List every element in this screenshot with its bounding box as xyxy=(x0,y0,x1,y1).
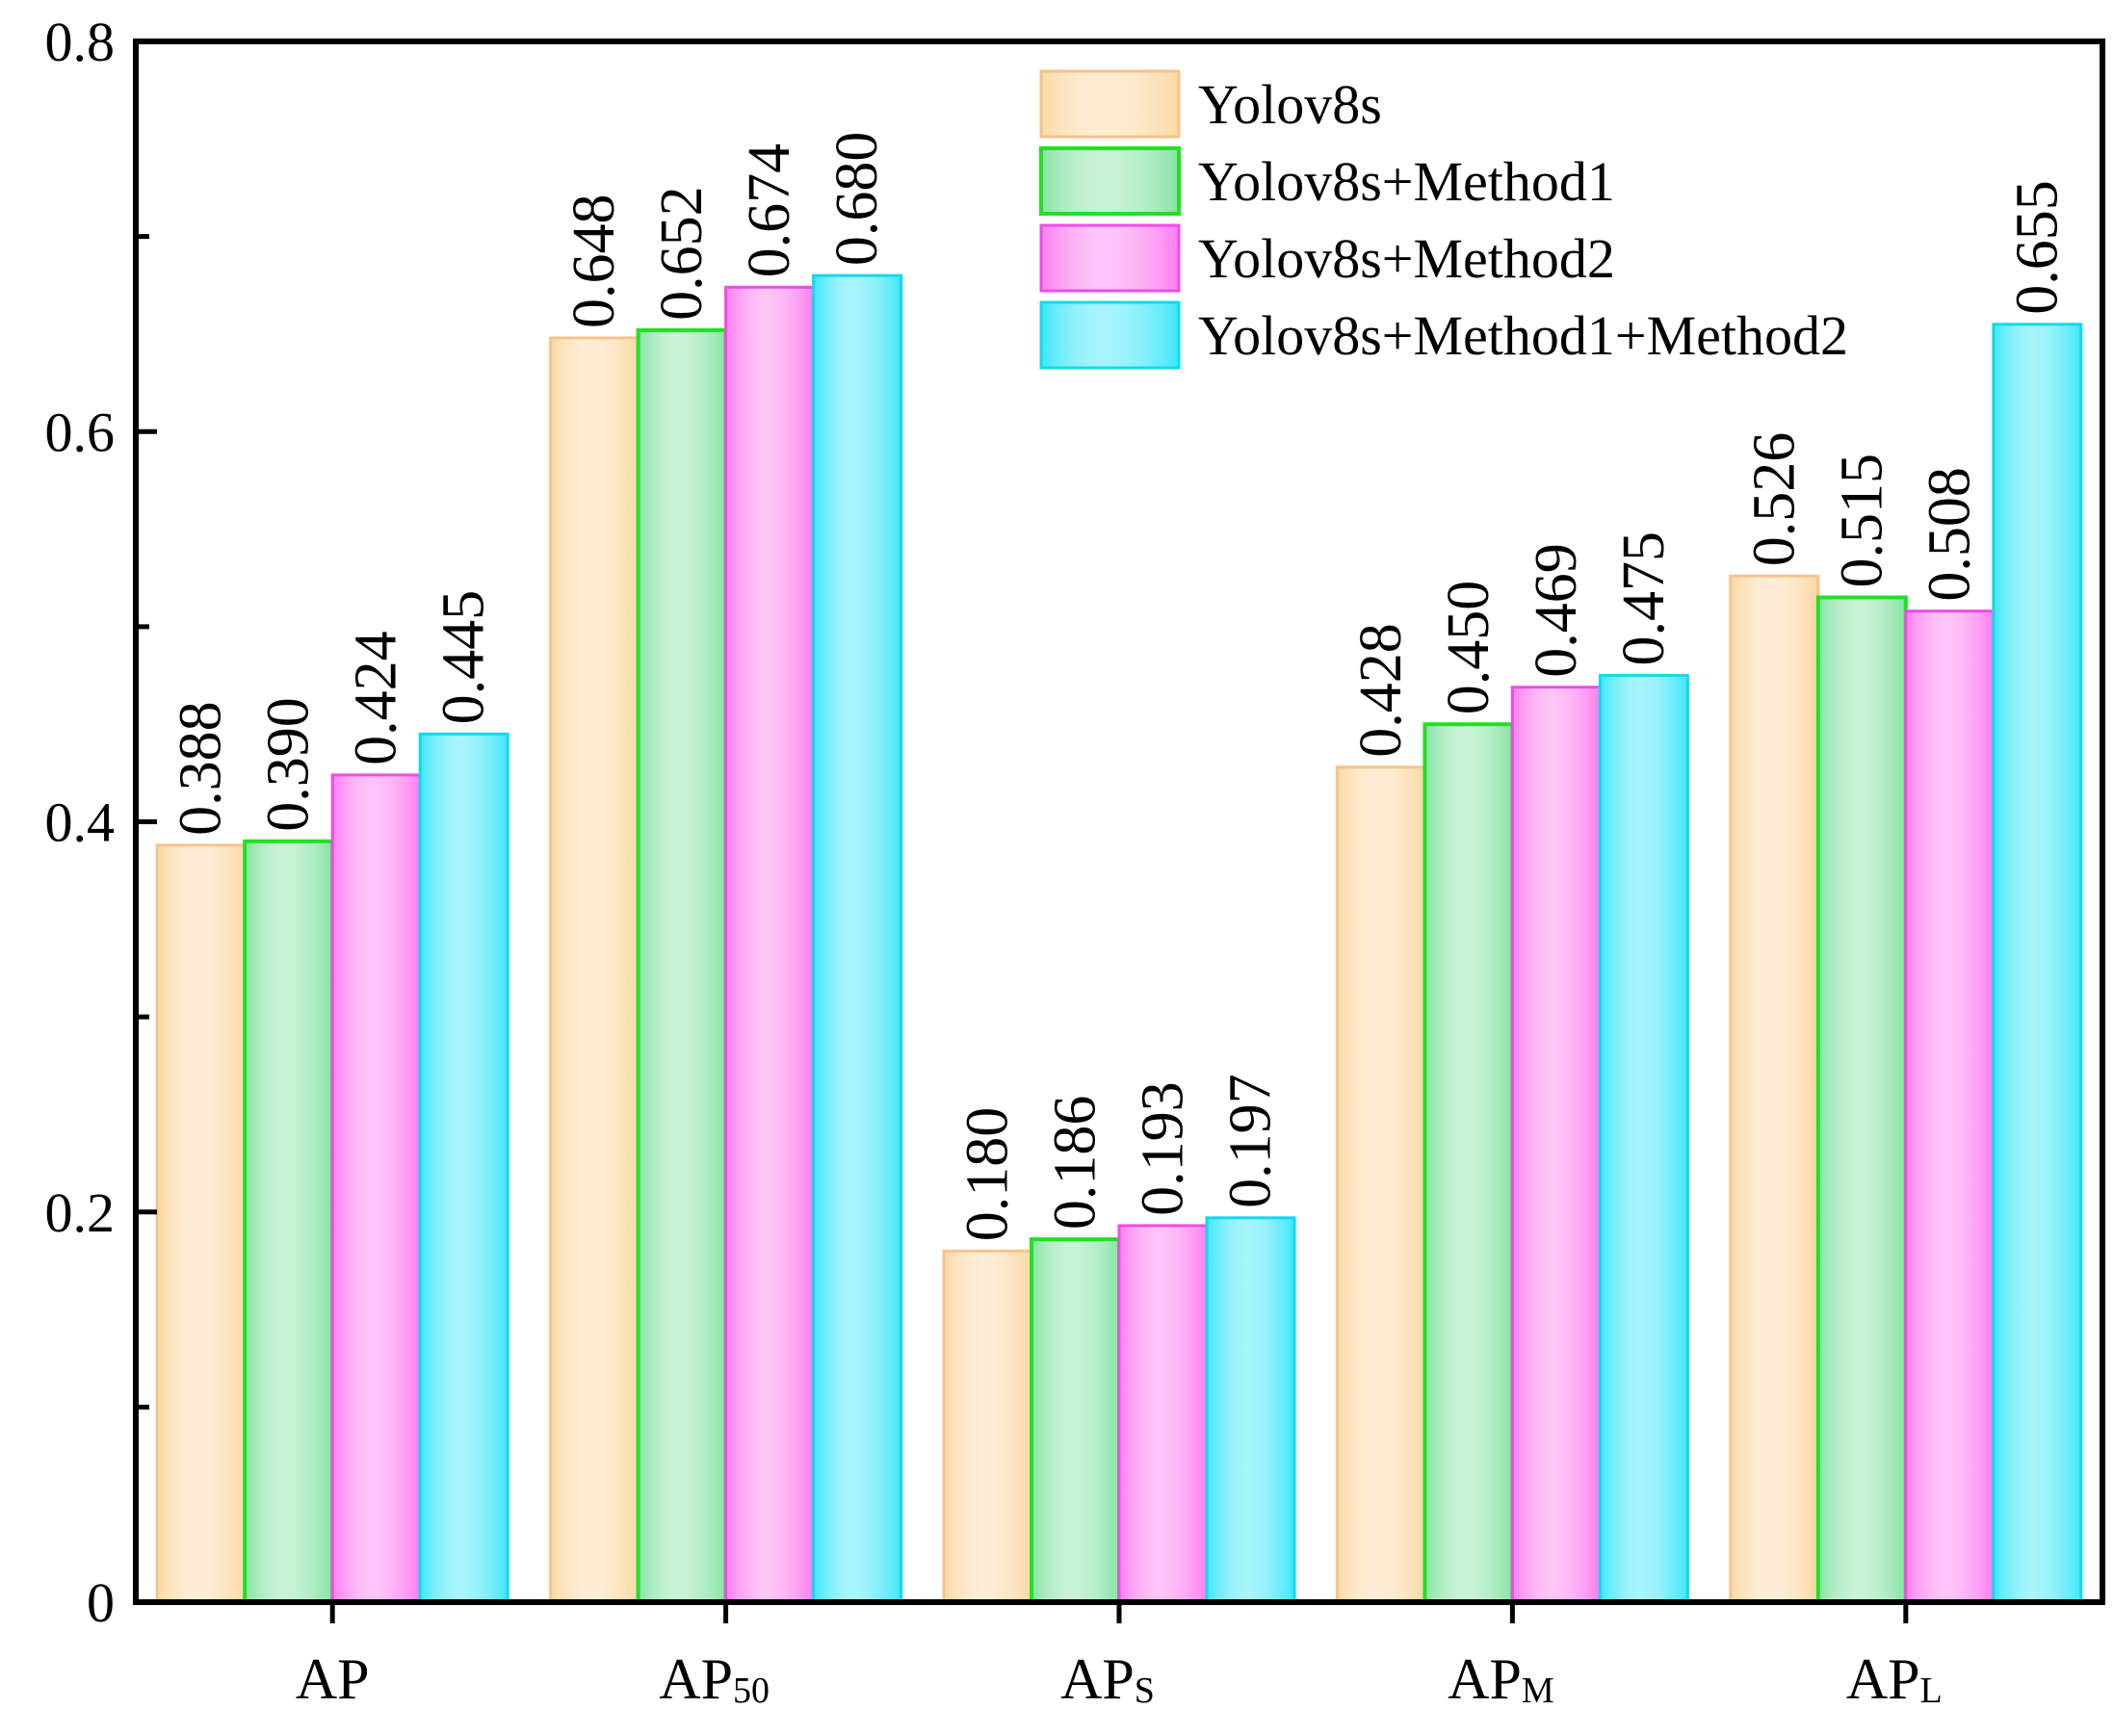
data-label: 0.450 xyxy=(1436,581,1501,715)
bar-highlight-1-1 xyxy=(636,327,728,1604)
axes-layer: 0 0.2 0.4 0.6 0.8 AP AP50 APS APM APL xyxy=(45,11,2105,1711)
y-tick-label: 0.4 xyxy=(45,791,116,854)
x-tick-label: AP xyxy=(296,1647,370,1711)
data-label: 0.655 xyxy=(2004,180,2070,315)
bar-highlight-2-4 xyxy=(1904,609,1996,1604)
data-label: 0.469 xyxy=(1524,543,1589,678)
data-label: 0.388 xyxy=(169,701,234,836)
x-tick-label: APL xyxy=(1846,1647,1943,1711)
data-label: 0.390 xyxy=(256,697,322,832)
legend: Yolov8s Yolov8s+Method1 Yolov8s+Method2 Yol… xyxy=(1039,69,1848,370)
bar-highlight-1-2 xyxy=(1030,1237,1121,1605)
data-label: 0.193 xyxy=(1131,1081,1196,1216)
bar-highlight-3-3 xyxy=(1598,674,1689,1604)
bar-highlight-0-3 xyxy=(1335,765,1426,1604)
bar-highlight-0-2 xyxy=(942,1249,1033,1604)
x-tick-label: APS xyxy=(1060,1647,1155,1711)
legend-label: Yolov8s xyxy=(1198,73,1382,136)
bar-highlight-2-0 xyxy=(330,773,422,1604)
bar-highlight-2-2 xyxy=(1117,1224,1209,1604)
legend-label: Yolov8s+Method2 xyxy=(1198,227,1615,290)
legend-label: Yolov8s+Method1+Method2 xyxy=(1198,304,1848,367)
data-label: 0.526 xyxy=(1741,432,1807,567)
bar-highlight-3-0 xyxy=(418,732,509,1604)
data-label: 0.445 xyxy=(431,590,497,725)
bar-highlight-2-3 xyxy=(1510,686,1602,1604)
data-labels-layer: 0.388 0.390 0.424 0.445 0.648 0.652 0.674 0.680… xyxy=(169,132,2071,1242)
data-label: 0.508 xyxy=(1917,467,1982,602)
y-tick-label: 0 xyxy=(87,1571,115,1634)
bar-highlight-1-0 xyxy=(243,839,335,1604)
data-label: 0.515 xyxy=(1829,453,1894,588)
bar-highlight-1-3 xyxy=(1422,722,1515,1604)
bar-highlight-3-4 xyxy=(1992,323,2083,1604)
bar-highlight-3-2 xyxy=(1205,1216,1296,1604)
data-label: 0.648 xyxy=(561,194,627,328)
legend-swatch-highlight-1 xyxy=(1039,146,1181,216)
y-tick-label: 0.8 xyxy=(45,11,116,73)
data-label: 0.424 xyxy=(344,631,409,765)
legend-swatch-highlight-3 xyxy=(1039,300,1181,370)
bar-highlight-0-0 xyxy=(155,843,247,1604)
bar-highlight-1-4 xyxy=(1815,595,1908,1605)
bar-highlight-3-1 xyxy=(812,273,903,1604)
x-tick-label: AP50 xyxy=(659,1647,770,1711)
bar-highlight-2-1 xyxy=(724,285,816,1604)
legend-label: Yolov8s+Method1 xyxy=(1198,150,1615,213)
bar-highlight-0-1 xyxy=(549,336,640,1604)
data-label: 0.674 xyxy=(737,143,802,278)
y-tick-label: 0.6 xyxy=(45,401,116,463)
data-label: 0.186 xyxy=(1043,1096,1109,1231)
bars-layer xyxy=(155,273,2083,1605)
data-label: 0.197 xyxy=(1218,1074,1284,1208)
data-label: 0.652 xyxy=(649,186,715,321)
bar-highlight-0-4 xyxy=(1729,574,1820,1604)
data-label: 0.680 xyxy=(824,132,890,267)
x-tick-label: APM xyxy=(1448,1647,1554,1711)
data-label: 0.475 xyxy=(1611,531,1677,666)
data-label: 0.428 xyxy=(1348,623,1414,758)
data-label: 0.180 xyxy=(955,1107,1021,1242)
legend-swatch-highlight-0 xyxy=(1039,69,1181,139)
y-tick-label: 0.2 xyxy=(45,1181,116,1244)
legend-swatch-highlight-2 xyxy=(1039,223,1181,293)
